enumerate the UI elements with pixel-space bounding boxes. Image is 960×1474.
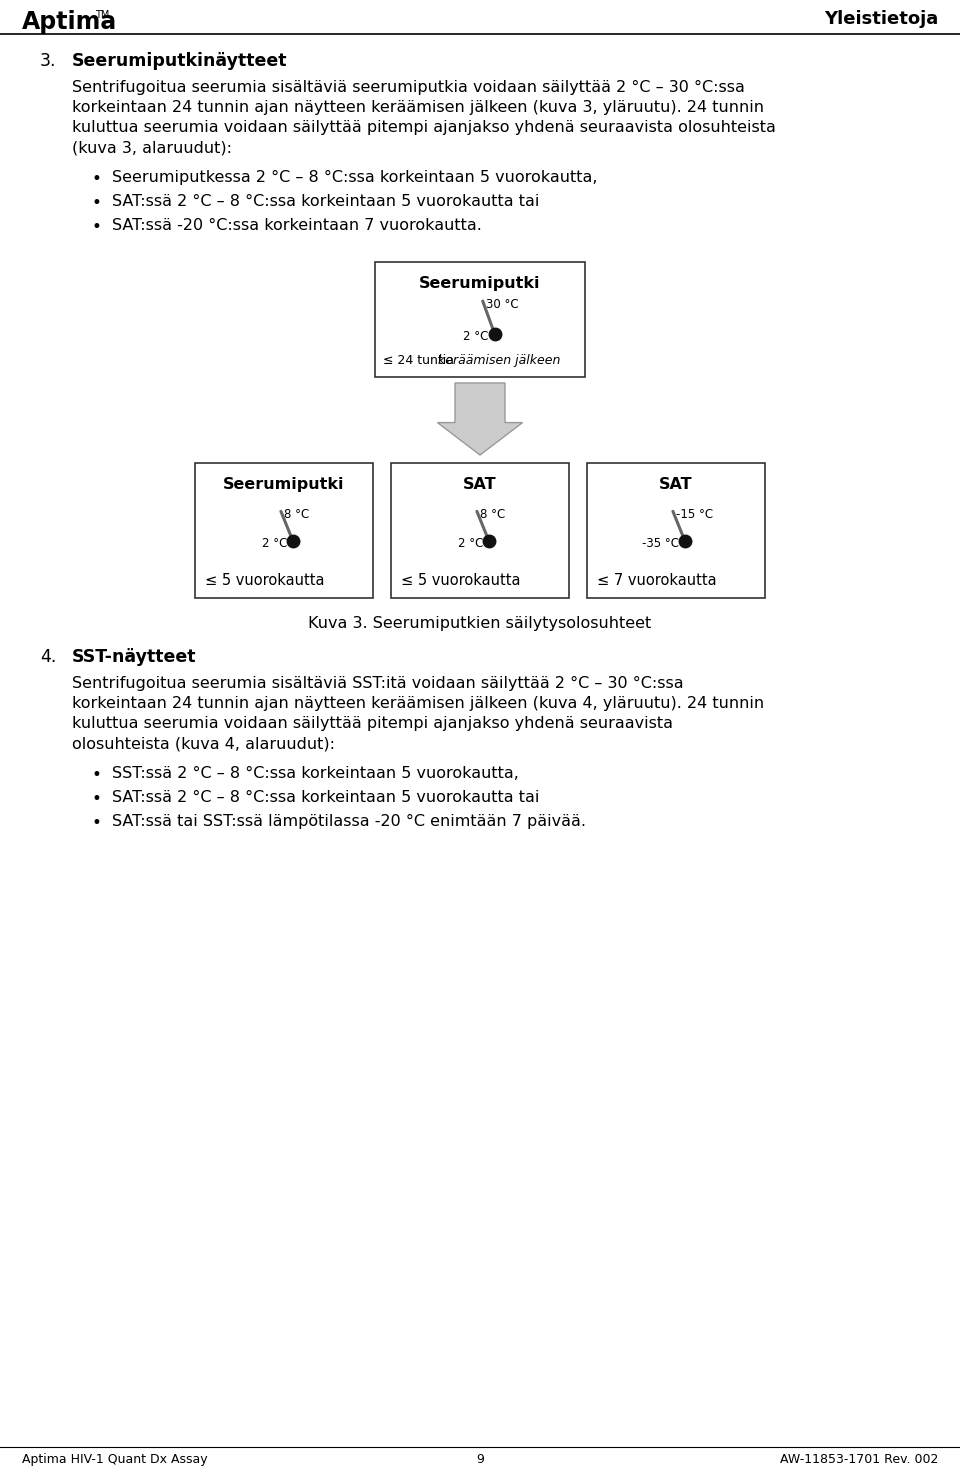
Text: kuluttua seerumia voidaan säilyttää pitempi ajanjakso yhdenä seuraavista: kuluttua seerumia voidaan säilyttää pite… — [72, 716, 673, 731]
FancyBboxPatch shape — [587, 463, 765, 598]
Text: korkeintaan 24 tunnin ajan näytteen keräämisen jälkeen (kuva 3, yläruutu). 24 tu: korkeintaan 24 tunnin ajan näytteen kerä… — [72, 100, 764, 115]
Text: SAT: SAT — [463, 478, 497, 492]
Text: SST-näytteet: SST-näytteet — [72, 649, 197, 666]
Text: Seerumiputkessa 2 °C – 8 °C:ssa korkeintaan 5 vuorokautta,: Seerumiputkessa 2 °C – 8 °C:ssa korkeint… — [112, 170, 597, 186]
Text: 30 °C: 30 °C — [486, 298, 518, 311]
Text: •: • — [92, 790, 102, 808]
Text: •: • — [92, 814, 102, 831]
Text: 2 °C: 2 °C — [458, 537, 483, 550]
Text: keräämisen jälkeen: keräämisen jälkeen — [438, 354, 561, 367]
Text: korkeintaan 24 tunnin ajan näytteen keräämisen jälkeen (kuva 4, yläruutu). 24 tu: korkeintaan 24 tunnin ajan näytteen kerä… — [72, 696, 764, 710]
FancyBboxPatch shape — [391, 463, 569, 598]
Text: SST:ssä 2 °C – 8 °C:ssa korkeintaan 5 vuorokautta,: SST:ssä 2 °C – 8 °C:ssa korkeintaan 5 vu… — [112, 766, 518, 781]
Text: 4.: 4. — [40, 649, 57, 666]
Text: 9: 9 — [476, 1453, 484, 1467]
Text: SAT:ssä 2 °C – 8 °C:ssa korkeintaan 5 vuorokautta tai: SAT:ssä 2 °C – 8 °C:ssa korkeintaan 5 vu… — [112, 195, 540, 209]
Text: 8 °C: 8 °C — [284, 509, 309, 522]
Text: -35 °C: -35 °C — [642, 537, 679, 550]
Text: SAT:ssä 2 °C – 8 °C:ssa korkeintaan 5 vuorokautta tai: SAT:ssä 2 °C – 8 °C:ssa korkeintaan 5 vu… — [112, 790, 540, 805]
Text: Aptima: Aptima — [22, 10, 117, 34]
Text: Aptima HIV-1 Quant Dx Assay: Aptima HIV-1 Quant Dx Assay — [22, 1453, 207, 1467]
Text: TM: TM — [95, 10, 109, 21]
Text: ≤ 24 tuntia: ≤ 24 tuntia — [383, 354, 458, 367]
Text: •: • — [92, 766, 102, 784]
Text: Seerumiputki: Seerumiputki — [224, 478, 345, 492]
Text: SAT:ssä -20 °C:ssa korkeintaan 7 vuorokautta.: SAT:ssä -20 °C:ssa korkeintaan 7 vuoroka… — [112, 218, 482, 233]
FancyBboxPatch shape — [375, 262, 585, 377]
Text: ≤ 7 vuorokautta: ≤ 7 vuorokautta — [597, 573, 716, 588]
Text: -15 °C: -15 °C — [676, 509, 713, 522]
Text: Sentrifugoitua seerumia sisältäviä SST:itä voidaan säilyttää 2 °C – 30 °C:ssa: Sentrifugoitua seerumia sisältäviä SST:i… — [72, 677, 684, 691]
Text: Seerumiputkinäytteet: Seerumiputkinäytteet — [72, 52, 287, 69]
Polygon shape — [438, 383, 522, 455]
Text: Yleistietoja: Yleistietoja — [824, 10, 938, 28]
Text: Kuva 3. Seerumiputkien säilytysolosuhteet: Kuva 3. Seerumiputkien säilytysolosuhtee… — [308, 616, 652, 631]
Text: ≤ 5 vuorokautta: ≤ 5 vuorokautta — [205, 573, 324, 588]
Text: Sentrifugoitua seerumia sisältäviä seerumiputkia voidaan säilyttää 2 °C – 30 °C:: Sentrifugoitua seerumia sisältäviä seeru… — [72, 80, 745, 94]
Text: •: • — [92, 195, 102, 212]
Text: (kuva 3, alaruudut):: (kuva 3, alaruudut): — [72, 140, 232, 155]
Text: •: • — [92, 170, 102, 189]
Text: kuluttua seerumia voidaan säilyttää pitempi ajanjakso yhdenä seuraavista olosuht: kuluttua seerumia voidaan säilyttää pite… — [72, 119, 776, 136]
Text: AW-11853-1701 Rev. 002: AW-11853-1701 Rev. 002 — [780, 1453, 938, 1467]
Text: SAT:ssä tai SST:ssä lämpötilassa -20 °C enimtään 7 päivää.: SAT:ssä tai SST:ssä lämpötilassa -20 °C … — [112, 814, 586, 828]
Text: SAT: SAT — [660, 478, 693, 492]
Text: 8 °C: 8 °C — [480, 509, 505, 522]
Text: Seerumiputki: Seerumiputki — [420, 276, 540, 290]
Text: •: • — [92, 218, 102, 236]
FancyBboxPatch shape — [195, 463, 373, 598]
Text: ≤ 5 vuorokautta: ≤ 5 vuorokautta — [401, 573, 520, 588]
Text: 2 °C: 2 °C — [261, 537, 287, 550]
Text: olosuhteista (kuva 4, alaruudut):: olosuhteista (kuva 4, alaruudut): — [72, 736, 335, 750]
Text: 2 °C: 2 °C — [464, 330, 489, 343]
Text: 3.: 3. — [40, 52, 57, 69]
